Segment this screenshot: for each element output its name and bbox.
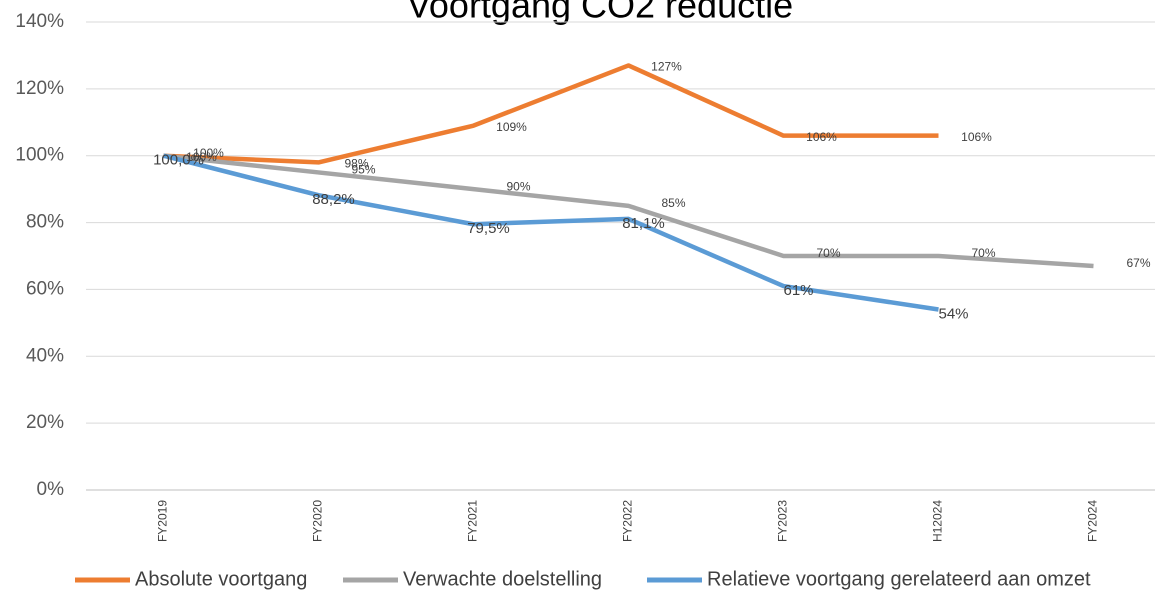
- y-tick-label: 140%: [15, 11, 64, 32]
- x-tick-label: FY2019: [156, 500, 170, 542]
- data-label: 88,2%: [312, 191, 355, 208]
- data-label: 81,1%: [622, 215, 665, 232]
- series-line: [162, 153, 939, 312]
- series-line: [163, 63, 939, 165]
- y-tick-label: 20%: [26, 412, 64, 433]
- data-label: 79,5%: [467, 220, 510, 237]
- data-label: 100%: [186, 150, 217, 164]
- data-label: 67%: [1126, 256, 1150, 270]
- x-tick-label: H12024: [931, 500, 945, 542]
- y-tick-label: 40%: [26, 345, 64, 366]
- data-label: 61%: [783, 282, 813, 299]
- data-label: 106%: [961, 130, 992, 144]
- data-label: 70%: [971, 246, 995, 260]
- x-tick-label: FY2022: [621, 500, 635, 542]
- data-label: 70%: [816, 246, 840, 260]
- data-label: 106%: [806, 130, 837, 144]
- data-label: 109%: [496, 120, 527, 134]
- y-tick-label: 80%: [26, 212, 64, 233]
- data-label: 100,0%: [153, 152, 204, 169]
- data-label: 95%: [351, 163, 375, 177]
- data-label: 127%: [651, 60, 682, 74]
- y-tick-label: 120%: [15, 78, 64, 99]
- data-label: 100%: [193, 146, 224, 160]
- legend-label: Relatieve voortgang gerelateerd aan omze…: [707, 568, 1091, 590]
- y-tick-label: 60%: [26, 278, 64, 299]
- data-label: 85%: [661, 196, 685, 210]
- x-tick-label: FY2021: [466, 500, 480, 542]
- x-tick-label: FY2020: [311, 500, 325, 542]
- x-tick-label: FY2024: [1086, 500, 1100, 542]
- x-tick-label: FY2023: [776, 500, 790, 542]
- series-line: [163, 153, 1094, 269]
- data-label: 54%: [938, 305, 968, 322]
- data-label: 90%: [506, 179, 530, 193]
- legend-label: Absolute voortgang: [135, 568, 307, 590]
- chart-title: Voortgang CO2 reductie: [407, 0, 793, 26]
- data-label: 98%: [344, 157, 368, 171]
- legend-label: Verwachte doelstelling: [403, 568, 602, 590]
- y-tick-label: 100%: [15, 145, 64, 166]
- y-tick-label: 0%: [37, 479, 65, 500]
